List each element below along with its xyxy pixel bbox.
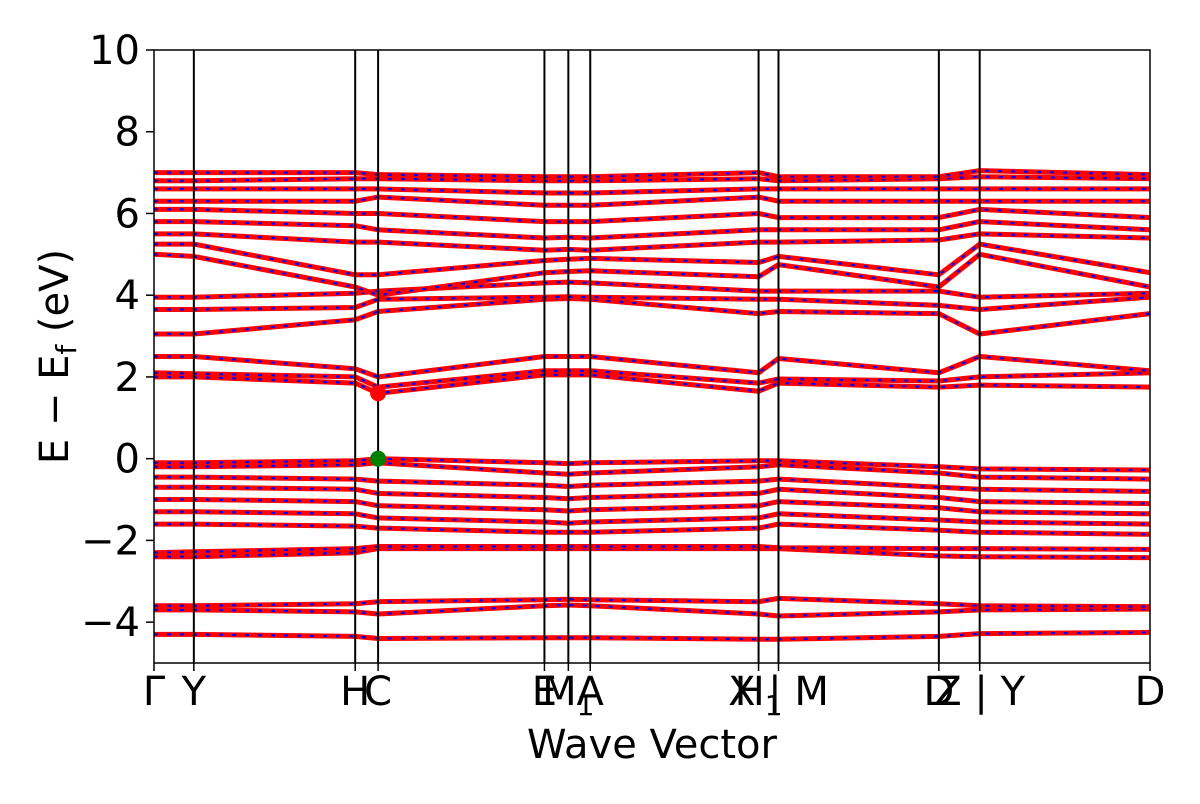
band-line-spin-up — [154, 241, 1151, 278]
band-line-spin-up — [154, 497, 1151, 517]
y-tick-label: −2 — [81, 518, 140, 564]
y-tick-label: 8 — [115, 110, 140, 156]
plot-frame — [153, 49, 1151, 664]
x-tick-label: H1 — [735, 669, 783, 722]
band-line-spin-up — [154, 231, 1151, 253]
cbm-marker — [370, 385, 387, 402]
band-line-spin-up — [154, 186, 1150, 196]
band-line-spin-up — [154, 456, 1151, 473]
y-axis-title-unit: (eV) — [32, 249, 78, 345]
band-line-spin-down — [153, 253, 1151, 297]
x-tick-label: D — [923, 669, 954, 715]
x-tick-label: A — [577, 669, 605, 715]
band-line-spin-up — [154, 595, 1151, 610]
y-axis-title: E − Ef (eV) — [32, 249, 83, 464]
band-line-spin-up — [154, 296, 1151, 337]
y-axis-title-subscript: f — [50, 344, 83, 355]
x-tick-label: D — [1135, 669, 1166, 715]
band-line-spin-up — [154, 219, 1151, 241]
x-tick-label: C — [364, 669, 392, 715]
x-tick-label: M1 — [542, 669, 594, 722]
x-tick-label: Z | Y — [934, 669, 1025, 715]
y-axis-ticks: −4 −2 0 2 4 6 8 10 — [81, 28, 154, 646]
band-lines — [153, 168, 1151, 642]
x-tick-label: Y — [181, 669, 207, 715]
band-line-spin-up — [154, 521, 1151, 537]
band-line-spin-up — [154, 372, 1151, 396]
vbm-marker — [370, 450, 387, 467]
band-line-spin-up — [154, 460, 1151, 482]
band-line-spin-up — [154, 354, 1151, 380]
kpoint-dividers — [192, 50, 981, 663]
band-line-spin-up — [154, 279, 1151, 300]
band-line-spin-up — [154, 206, 1151, 225]
band-line-spin-up — [154, 629, 1151, 642]
x-tick-label: X | M — [728, 669, 829, 715]
band-line-spin-up — [154, 174, 1151, 184]
band-line-spin-up — [154, 194, 1150, 208]
y-tick-label: 6 — [115, 191, 140, 237]
y-tick-label: 0 — [115, 437, 140, 483]
band-line-spin-up — [154, 602, 1151, 619]
band-line-spin-down — [154, 295, 1151, 311]
y-tick-label: 10 — [89, 28, 140, 74]
x-tick-label: H — [340, 669, 370, 715]
band-line-spin-down — [154, 297, 1151, 336]
band-line-spin-up — [154, 509, 1151, 527]
band-line-spin-up — [154, 474, 1151, 494]
band-line-spin-up — [153, 544, 1151, 556]
band-line-spin-up — [154, 484, 1151, 507]
x-tick-label: E — [532, 669, 557, 715]
band-edge-markers — [370, 385, 387, 467]
band-line-spin-up — [154, 168, 1151, 180]
x-axis-title: Wave Vector — [527, 722, 778, 768]
band-line-spin-down — [153, 369, 1151, 389]
y-tick-label: 4 — [115, 273, 140, 319]
y-tick-label: 2 — [115, 355, 140, 401]
y-tick-label: −4 — [81, 600, 140, 646]
y-axis-title-main: E − E — [32, 355, 78, 465]
x-tick-label: Γ — [143, 669, 166, 715]
